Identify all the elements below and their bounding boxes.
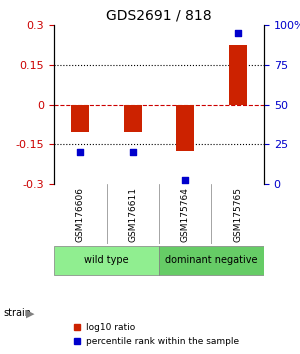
Bar xyxy=(176,104,194,151)
Text: GSM175765: GSM175765 xyxy=(233,187,242,242)
Text: strain: strain xyxy=(3,308,31,318)
Text: wild type: wild type xyxy=(84,255,129,265)
Text: GSM175764: GSM175764 xyxy=(181,187,190,242)
Legend: log10 ratio, percentile rank within the sample: log10 ratio, percentile rank within the … xyxy=(69,320,243,349)
Title: GDS2691 / 818: GDS2691 / 818 xyxy=(106,8,212,22)
Point xyxy=(235,30,240,36)
Text: ▶: ▶ xyxy=(26,308,34,318)
Point xyxy=(183,177,188,182)
FancyBboxPatch shape xyxy=(54,246,159,274)
FancyBboxPatch shape xyxy=(159,246,264,274)
Text: GSM176606: GSM176606 xyxy=(76,187,85,242)
Bar xyxy=(124,104,142,132)
Text: GSM176611: GSM176611 xyxy=(128,187,137,242)
Bar xyxy=(71,104,89,132)
Point xyxy=(78,150,83,155)
Text: dominant negative: dominant negative xyxy=(165,255,258,265)
Bar xyxy=(229,45,247,104)
Point xyxy=(130,150,135,155)
